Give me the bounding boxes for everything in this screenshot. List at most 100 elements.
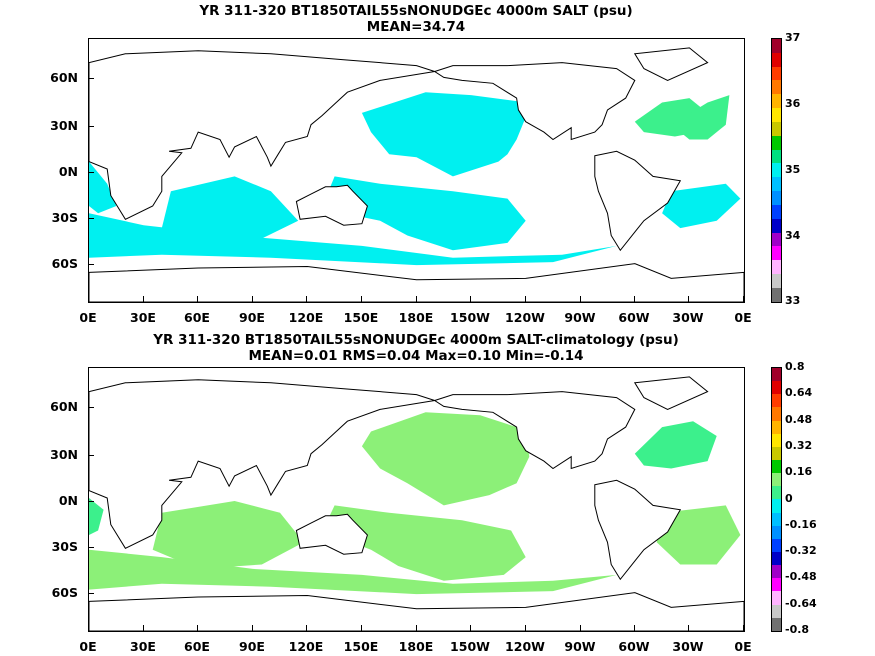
longitude-label: 150E (343, 639, 379, 654)
lon-tick (252, 625, 253, 631)
lat-tick (88, 455, 94, 456)
ocean-salinity-patch (361, 92, 526, 177)
lon-tick (470, 625, 471, 631)
colorbar-swatch (772, 591, 781, 605)
colorbar (771, 38, 782, 303)
latitude-label: 30S (51, 210, 78, 225)
colorbar-swatch (772, 446, 781, 460)
coastline (633, 47, 709, 81)
longitude-label: 90E (239, 639, 265, 654)
colorbar-swatch (772, 177, 781, 192)
ocean-salinity-patch (325, 176, 526, 251)
lon-tick (88, 625, 89, 631)
colorbar-swatch (772, 499, 781, 513)
colorbar-swatch (772, 394, 781, 408)
longitude-label: 0E (734, 310, 752, 325)
colorbar-swatch (772, 565, 781, 579)
longitude-label: 150W (450, 639, 490, 654)
latitude-label: 60S (51, 256, 78, 271)
colorbar-swatch (772, 191, 781, 205)
colorbar-label: 0 (785, 491, 793, 505)
colorbar-swatch (772, 459, 781, 474)
longitude-label: 120W (505, 639, 545, 654)
lat-tick (88, 172, 94, 173)
colorbar-swatch (772, 121, 781, 136)
coastline (594, 150, 682, 252)
lat-tick (88, 126, 94, 127)
ocean-salinity-patch (656, 505, 741, 565)
longitude-label: 150E (343, 310, 379, 325)
lon-tick (143, 625, 144, 631)
latitude-label: 30N (50, 118, 78, 133)
colorbar-label: 36 (785, 97, 801, 110)
latitude-label: 60S (51, 585, 78, 600)
map-canvas (89, 47, 744, 302)
longitude-label: 90E (239, 310, 265, 325)
colorbar-label: -0.8 (785, 623, 810, 636)
longitude-label: 60W (618, 639, 650, 654)
colorbar-swatch (772, 420, 781, 434)
colorbar-label: 33 (785, 294, 801, 307)
coastline (89, 592, 744, 631)
lat-tick (88, 218, 94, 219)
colorbar-swatch (772, 433, 781, 447)
lat-tick (88, 407, 94, 408)
map-stats: MEAN=34.74 (366, 19, 466, 35)
longitude-label: 180E (398, 639, 434, 654)
lon-tick (361, 625, 362, 631)
colorbar-swatch (772, 274, 781, 288)
colorbar-swatch (772, 66, 781, 81)
colorbar-swatch (772, 525, 781, 539)
lon-tick (143, 296, 144, 302)
lat-tick (88, 264, 94, 265)
coastline (594, 479, 682, 581)
longitude-label: 90W (564, 310, 596, 325)
colorbar-swatch (772, 538, 781, 552)
colorbar-swatch (772, 604, 781, 618)
latitude-label: 30S (51, 539, 78, 554)
coastline (295, 513, 368, 555)
coastline (295, 184, 368, 226)
colorbar-swatch (772, 80, 781, 95)
colorbar-label: 35 (785, 163, 801, 176)
colorbar-swatch (772, 551, 781, 566)
lon-tick (197, 296, 198, 302)
colorbar-label: 34 (785, 229, 801, 242)
latitude-label: 30N (50, 447, 78, 462)
longitude-label: 30W (672, 639, 704, 654)
colorbar-label: -0.16 (785, 517, 817, 531)
colorbar-label: -0.64 (785, 596, 817, 610)
lon-tick (634, 625, 635, 631)
ocean-salinity-patch (361, 412, 530, 506)
ocean-salinity-patch (634, 421, 717, 469)
colorbar-swatch (772, 163, 781, 178)
longitude-label: 90W (564, 639, 596, 654)
anomaly-map (88, 367, 745, 632)
coastline (89, 263, 744, 302)
latitude-label: 60N (50, 399, 78, 414)
lon-tick (525, 296, 526, 302)
lon-tick (416, 296, 417, 302)
longitude-label: 0E (79, 310, 97, 325)
colorbar-swatch (772, 617, 781, 631)
colorbar-label: 0.64 (785, 386, 813, 400)
latitude-label: 0N (58, 493, 78, 508)
ocean-salinity-patch (89, 498, 104, 535)
lon-tick (634, 296, 635, 302)
longitude-label: 0E (79, 639, 97, 654)
lon-tick (743, 296, 744, 302)
map-canvas (89, 376, 744, 631)
longitude-label: 60E (184, 310, 210, 325)
colorbar-swatch (772, 52, 781, 67)
colorbar-swatch (772, 218, 781, 233)
lon-tick (88, 296, 89, 302)
salinity-map (88, 38, 745, 303)
colorbar-swatch (772, 149, 781, 164)
coastline (433, 391, 636, 470)
colorbar-label: -0.48 (785, 570, 817, 584)
ocean-salinity-patch (152, 501, 304, 569)
colorbar-label: 37 (785, 31, 801, 44)
coastline (633, 376, 709, 410)
lon-tick (306, 296, 307, 302)
lat-tick (88, 547, 94, 548)
